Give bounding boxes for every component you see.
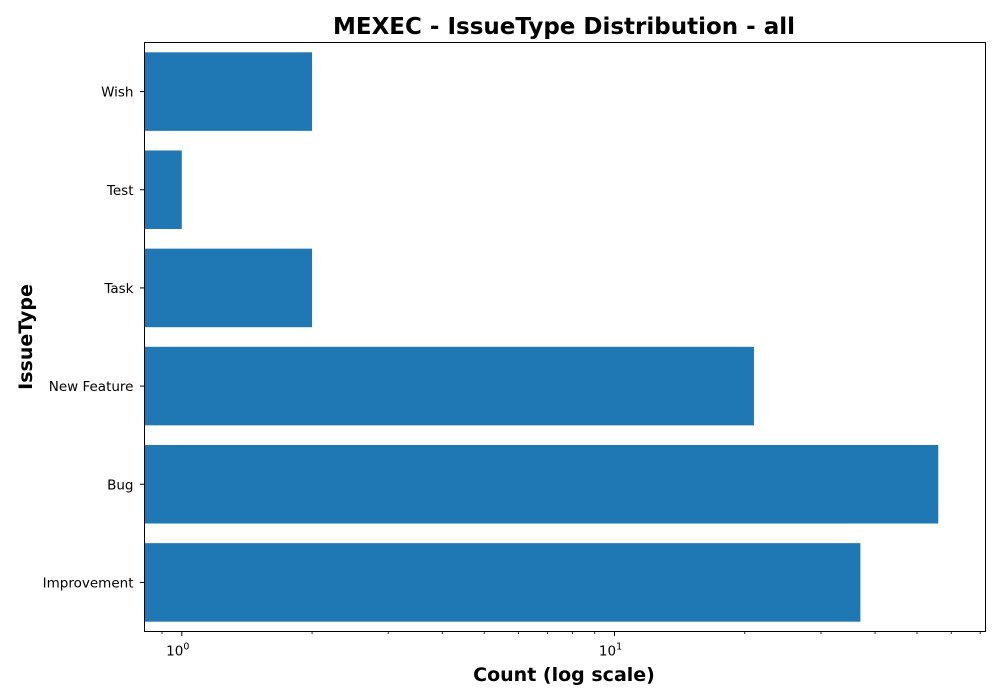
x-axis-label: Count (log scale) <box>473 664 655 686</box>
y-tick-label: Wish <box>101 85 133 101</box>
y-axis-label: IssueType <box>15 284 37 390</box>
bar-improvement <box>144 543 861 622</box>
y-ticks: Improvement Bug New Feature Task Test Wish <box>43 85 145 591</box>
y-tick-label: Bug <box>107 477 133 493</box>
chart-title: MEXEC - IssueType Distribution - all <box>333 14 795 40</box>
bars-layer <box>144 52 939 622</box>
x-tick-label: 100 <box>166 642 189 660</box>
x-tick-label: 101 <box>599 642 622 660</box>
x-ticks: 100 101 <box>161 631 981 660</box>
plot-frame <box>144 42 986 632</box>
bar-bug <box>144 444 939 524</box>
y-tick-label: Improvement <box>43 575 134 591</box>
y-tick-label: New Feature <box>49 379 134 395</box>
y-tick-label: Test <box>106 183 134 199</box>
bar-task <box>144 248 313 328</box>
y-tick-label: Task <box>103 281 133 297</box>
bar-new-feature <box>144 346 754 426</box>
bar-wish <box>144 52 313 131</box>
bar-test <box>144 150 182 230</box>
